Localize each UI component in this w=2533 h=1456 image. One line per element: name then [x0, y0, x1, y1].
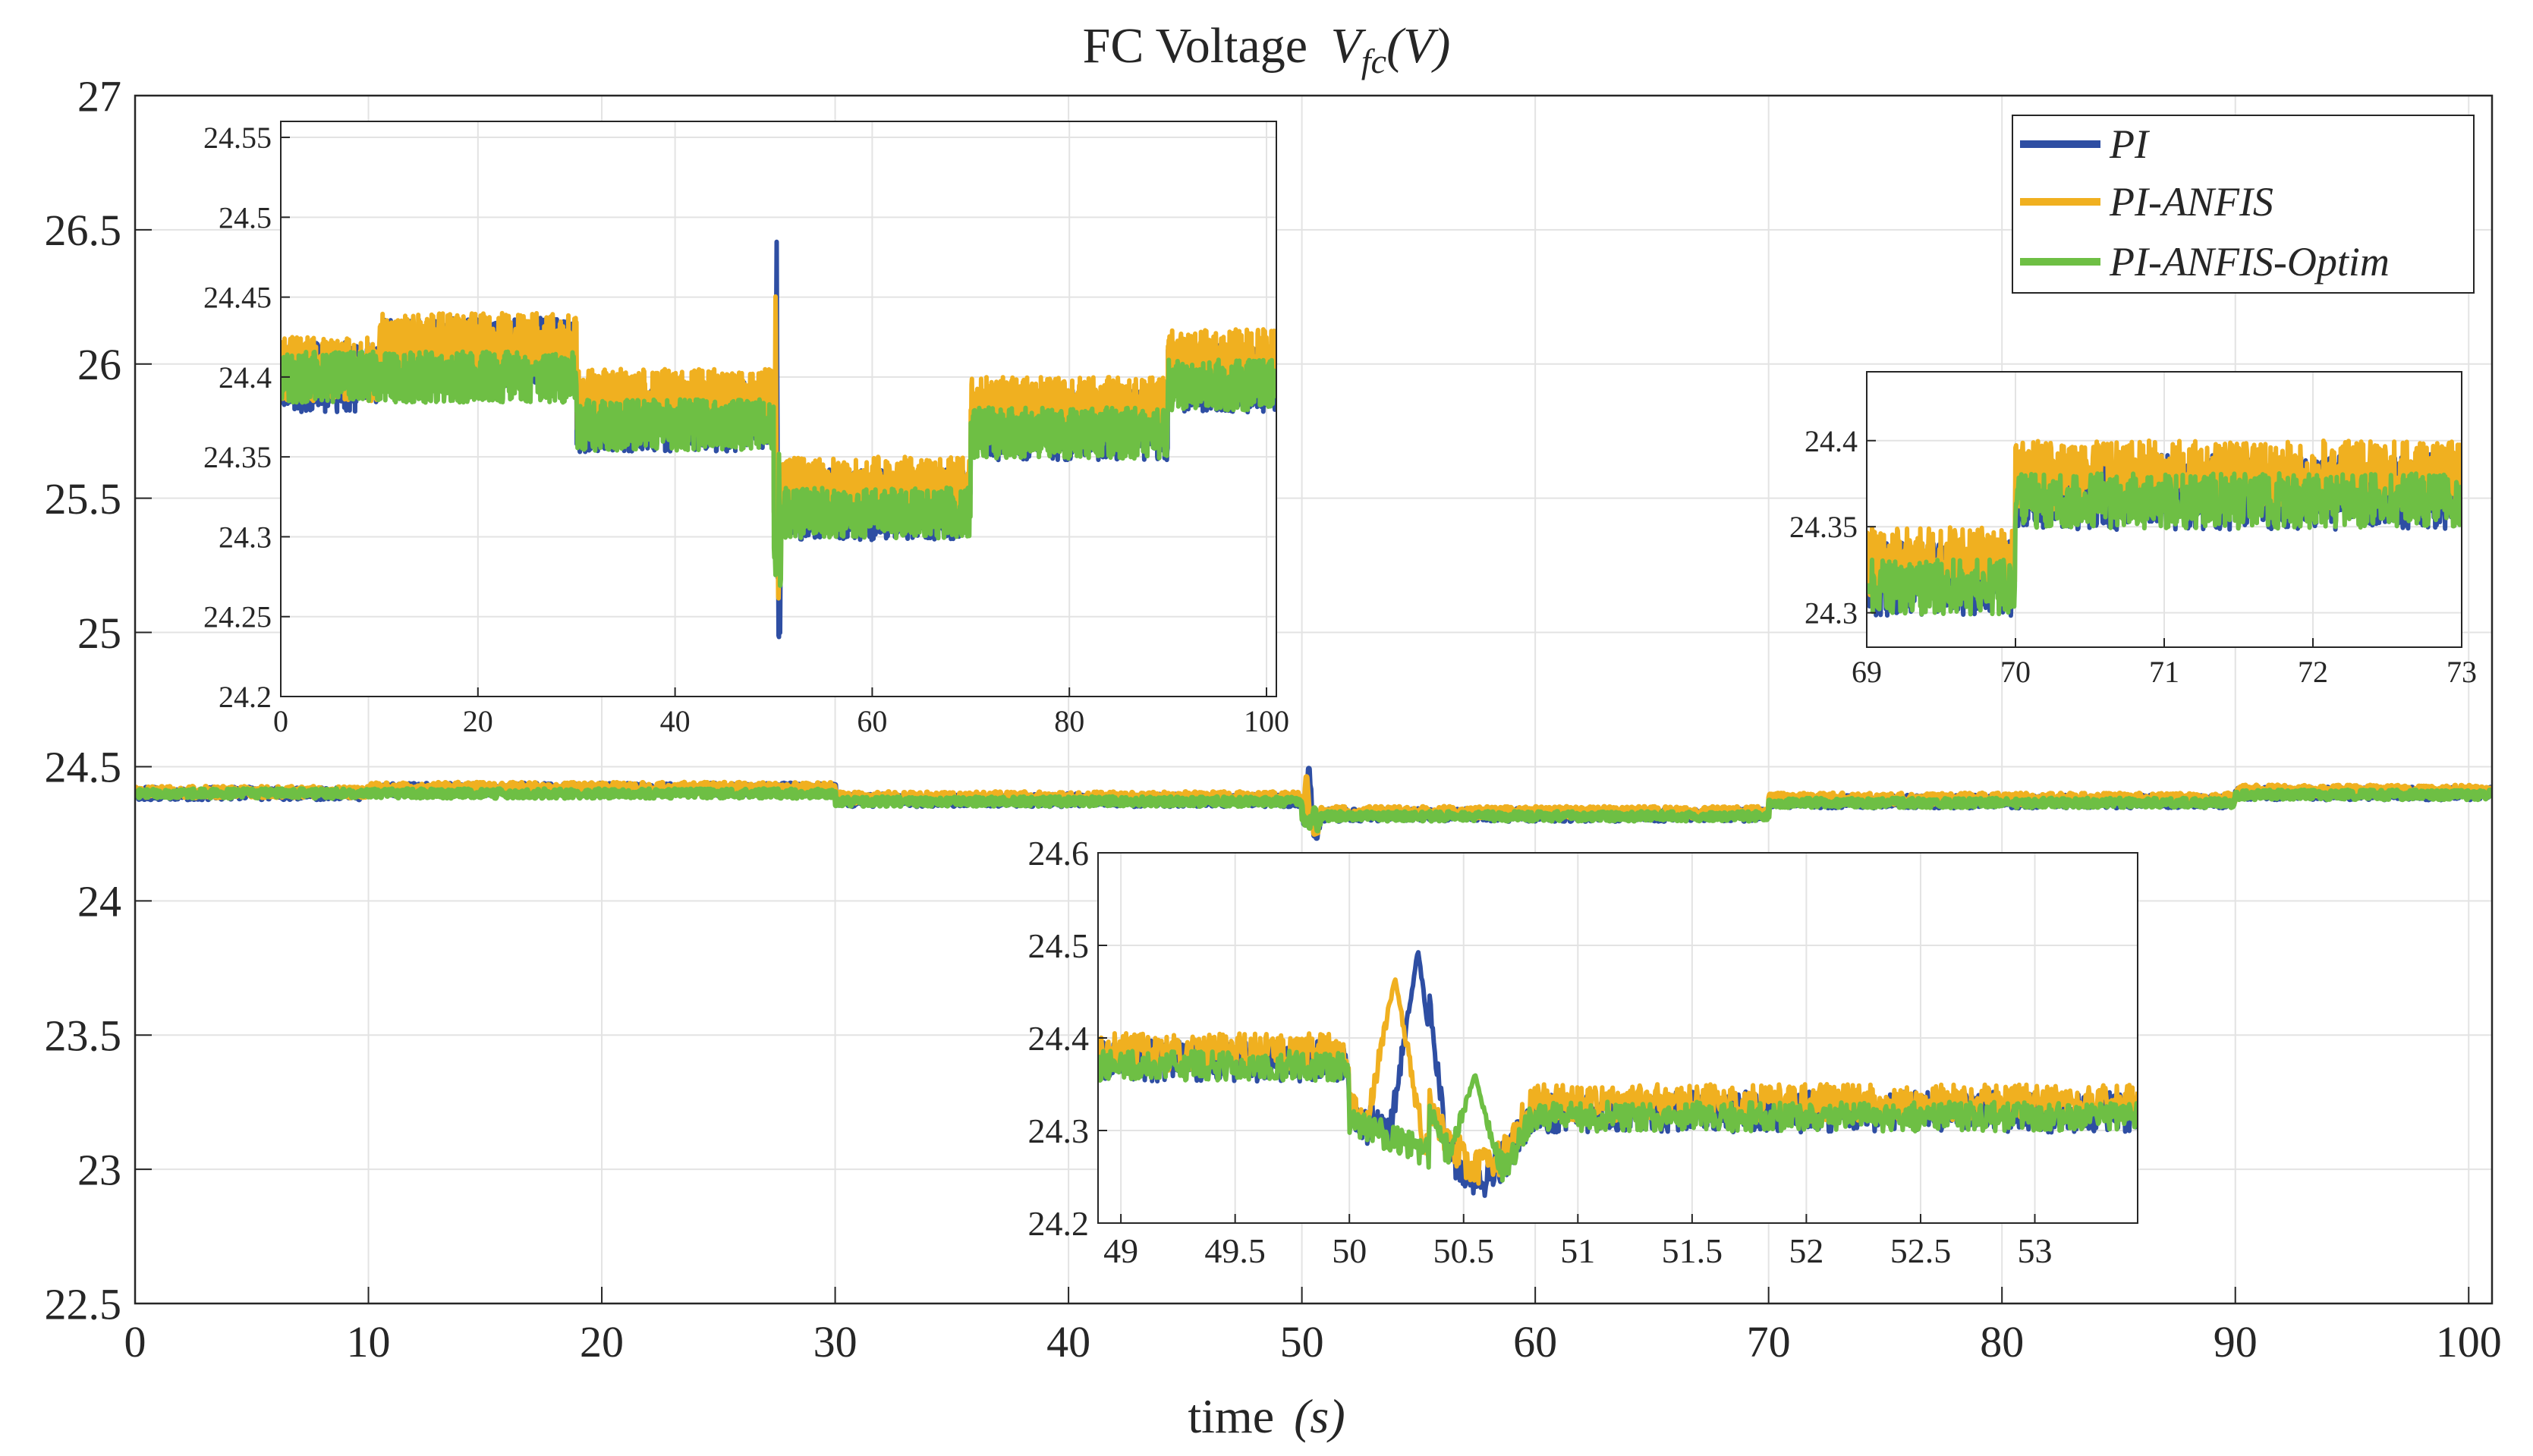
- main-xtick-label-8: 80: [1980, 1317, 2024, 1366]
- inset-full-xtick-label-4: 80: [1054, 704, 1084, 738]
- main-ytick-label-4: 24.5: [45, 743, 122, 792]
- legend: PI PI-ANFIS PI-ANFIS-Optim: [2012, 115, 2475, 294]
- legend-label-pi-anfis-optim: PI-ANFIS-Optim: [2109, 239, 2390, 285]
- inset-full-ytick-label-4: 24.4: [219, 360, 272, 395]
- inset-zoom-70s: 69 70 71 72 73 24.3 24.35 24.4: [1789, 371, 2477, 689]
- inset-full-xtick-label-5: 100: [1244, 704, 1289, 738]
- main-ytick-label-7: 26: [77, 340, 121, 389]
- inset-full-xtick-label-2: 40: [660, 704, 691, 738]
- inset-overview: 0 20 40 60 80 100 24.2 24.25 24.3 24.35 24.4 24.45 2…: [203, 121, 1289, 738]
- inset-50-series-pi-anfis: [1098, 977, 2138, 1186]
- inset-full-frame: [280, 121, 1277, 697]
- main-ytick-label-0: 22.5: [45, 1279, 122, 1329]
- inset-zoom-50s: 49 49.5 50 50.5 51 51.5 52 52.5 53 24.2 24.3 24.4 24…: [1028, 834, 2138, 1270]
- legend-label-pi-anfis: PI-ANFIS: [2109, 179, 2273, 225]
- inset-full-xtick-label-1: 20: [463, 704, 493, 738]
- inset-70-series-pi-anfis-optim: [1867, 471, 2462, 617]
- inset-70-ytick-label-2: 24.4: [1805, 424, 1858, 458]
- main-xtick-label-2: 20: [580, 1317, 624, 1366]
- main-ytick-label-9: 27: [77, 71, 121, 121]
- main-xtick-label-4: 40: [1046, 1317, 1090, 1366]
- main-xtick-label-10: 100: [2436, 1317, 2502, 1366]
- inset-full-series-pi-anfis-optim: [281, 349, 1276, 588]
- inset-full-ytick-label-3: 24.35: [203, 440, 272, 474]
- inset-50-xtick-label-8: 53: [2018, 1231, 2053, 1270]
- inset-70-ytick-label-1: 24.35: [1789, 510, 1858, 544]
- inset-50-xtick-label-0: 49: [1103, 1231, 1138, 1270]
- main-xtick-label-6: 60: [1513, 1317, 1557, 1366]
- inset-50-xtick-label-3: 50.5: [1433, 1231, 1495, 1270]
- inset-70-ytick-label-0: 24.3: [1805, 596, 1858, 631]
- main-xtick-label-5: 50: [1280, 1317, 1324, 1366]
- inset-50-ytick-label-0: 24.2: [1028, 1204, 1090, 1243]
- inset-full-series-pi-anfis: [281, 294, 1276, 601]
- legend-label-pi: PI: [2109, 121, 2151, 167]
- inset-50-ytick-label-3: 24.5: [1028, 926, 1090, 965]
- inset-full-ytick-label-5: 24.45: [203, 281, 272, 315]
- inset-50-xtick-label-2: 50: [1332, 1231, 1367, 1270]
- inset-50-series-pi-anfis-optim: [1098, 1049, 2138, 1183]
- x-axis-label: time (s): [1188, 1389, 1345, 1443]
- main-ytick-label-3: 24: [77, 877, 121, 926]
- inset-70-xtick-label-1: 70: [2000, 655, 2031, 689]
- main-frame: [134, 94, 2494, 1305]
- inset-full-ytick-label-7: 24.55: [203, 121, 272, 155]
- inset-50-xtick-label-5: 51.5: [1662, 1231, 1723, 1270]
- main-ytick-label-8: 26.5: [45, 206, 122, 255]
- inset-full-ytick-label-6: 24.5: [219, 200, 272, 234]
- inset-full-ytick-label-2: 24.3: [219, 520, 272, 554]
- main-xtick-label-1: 10: [347, 1317, 391, 1366]
- main-xtick-label-3: 30: [813, 1317, 857, 1366]
- inset-full-xtick-label-3: 60: [857, 704, 887, 738]
- inset-70-xtick-label-3: 72: [2298, 655, 2328, 689]
- inset-50-xtick-label-1: 49.5: [1204, 1231, 1266, 1270]
- main-series-pi-anfis-optim: [135, 786, 2492, 834]
- main-xtick-label-0: 0: [124, 1317, 146, 1366]
- inset-full-ytick-label-0: 24.2: [219, 680, 272, 714]
- main-ytick-label-6: 25.5: [45, 474, 122, 524]
- inset-50-ytick-label-4: 24.6: [1028, 834, 1090, 873]
- main-ytick-label-1: 23: [77, 1145, 121, 1194]
- main-ytick-label-2: 23.5: [45, 1011, 122, 1061]
- main-xtick-label-9: 90: [2214, 1317, 2258, 1366]
- inset-50-xtick-label-7: 52.5: [1890, 1231, 1952, 1270]
- main-ytick-label-5: 25: [77, 609, 121, 658]
- inset-70-xtick-label-4: 73: [2446, 655, 2477, 689]
- inset-50-xtick-label-6: 52: [1789, 1231, 1823, 1270]
- inset-full-xtick-label-0: 0: [273, 704, 288, 738]
- chart-title: FC Voltage Vfc(V): [1083, 18, 1451, 80]
- inset-70-xtick-label-0: 69: [1852, 655, 1882, 689]
- inset-50-ytick-label-2: 24.4: [1028, 1019, 1090, 1058]
- inset-70-xtick-label-2: 71: [2149, 655, 2179, 689]
- inset-50-xtick-label-4: 51: [1560, 1231, 1595, 1270]
- inset-full-ytick-label-1: 24.25: [203, 600, 272, 634]
- main-xtick-label-7: 70: [1747, 1317, 1791, 1366]
- inset-50-ytick-label-1: 24.3: [1028, 1112, 1090, 1150]
